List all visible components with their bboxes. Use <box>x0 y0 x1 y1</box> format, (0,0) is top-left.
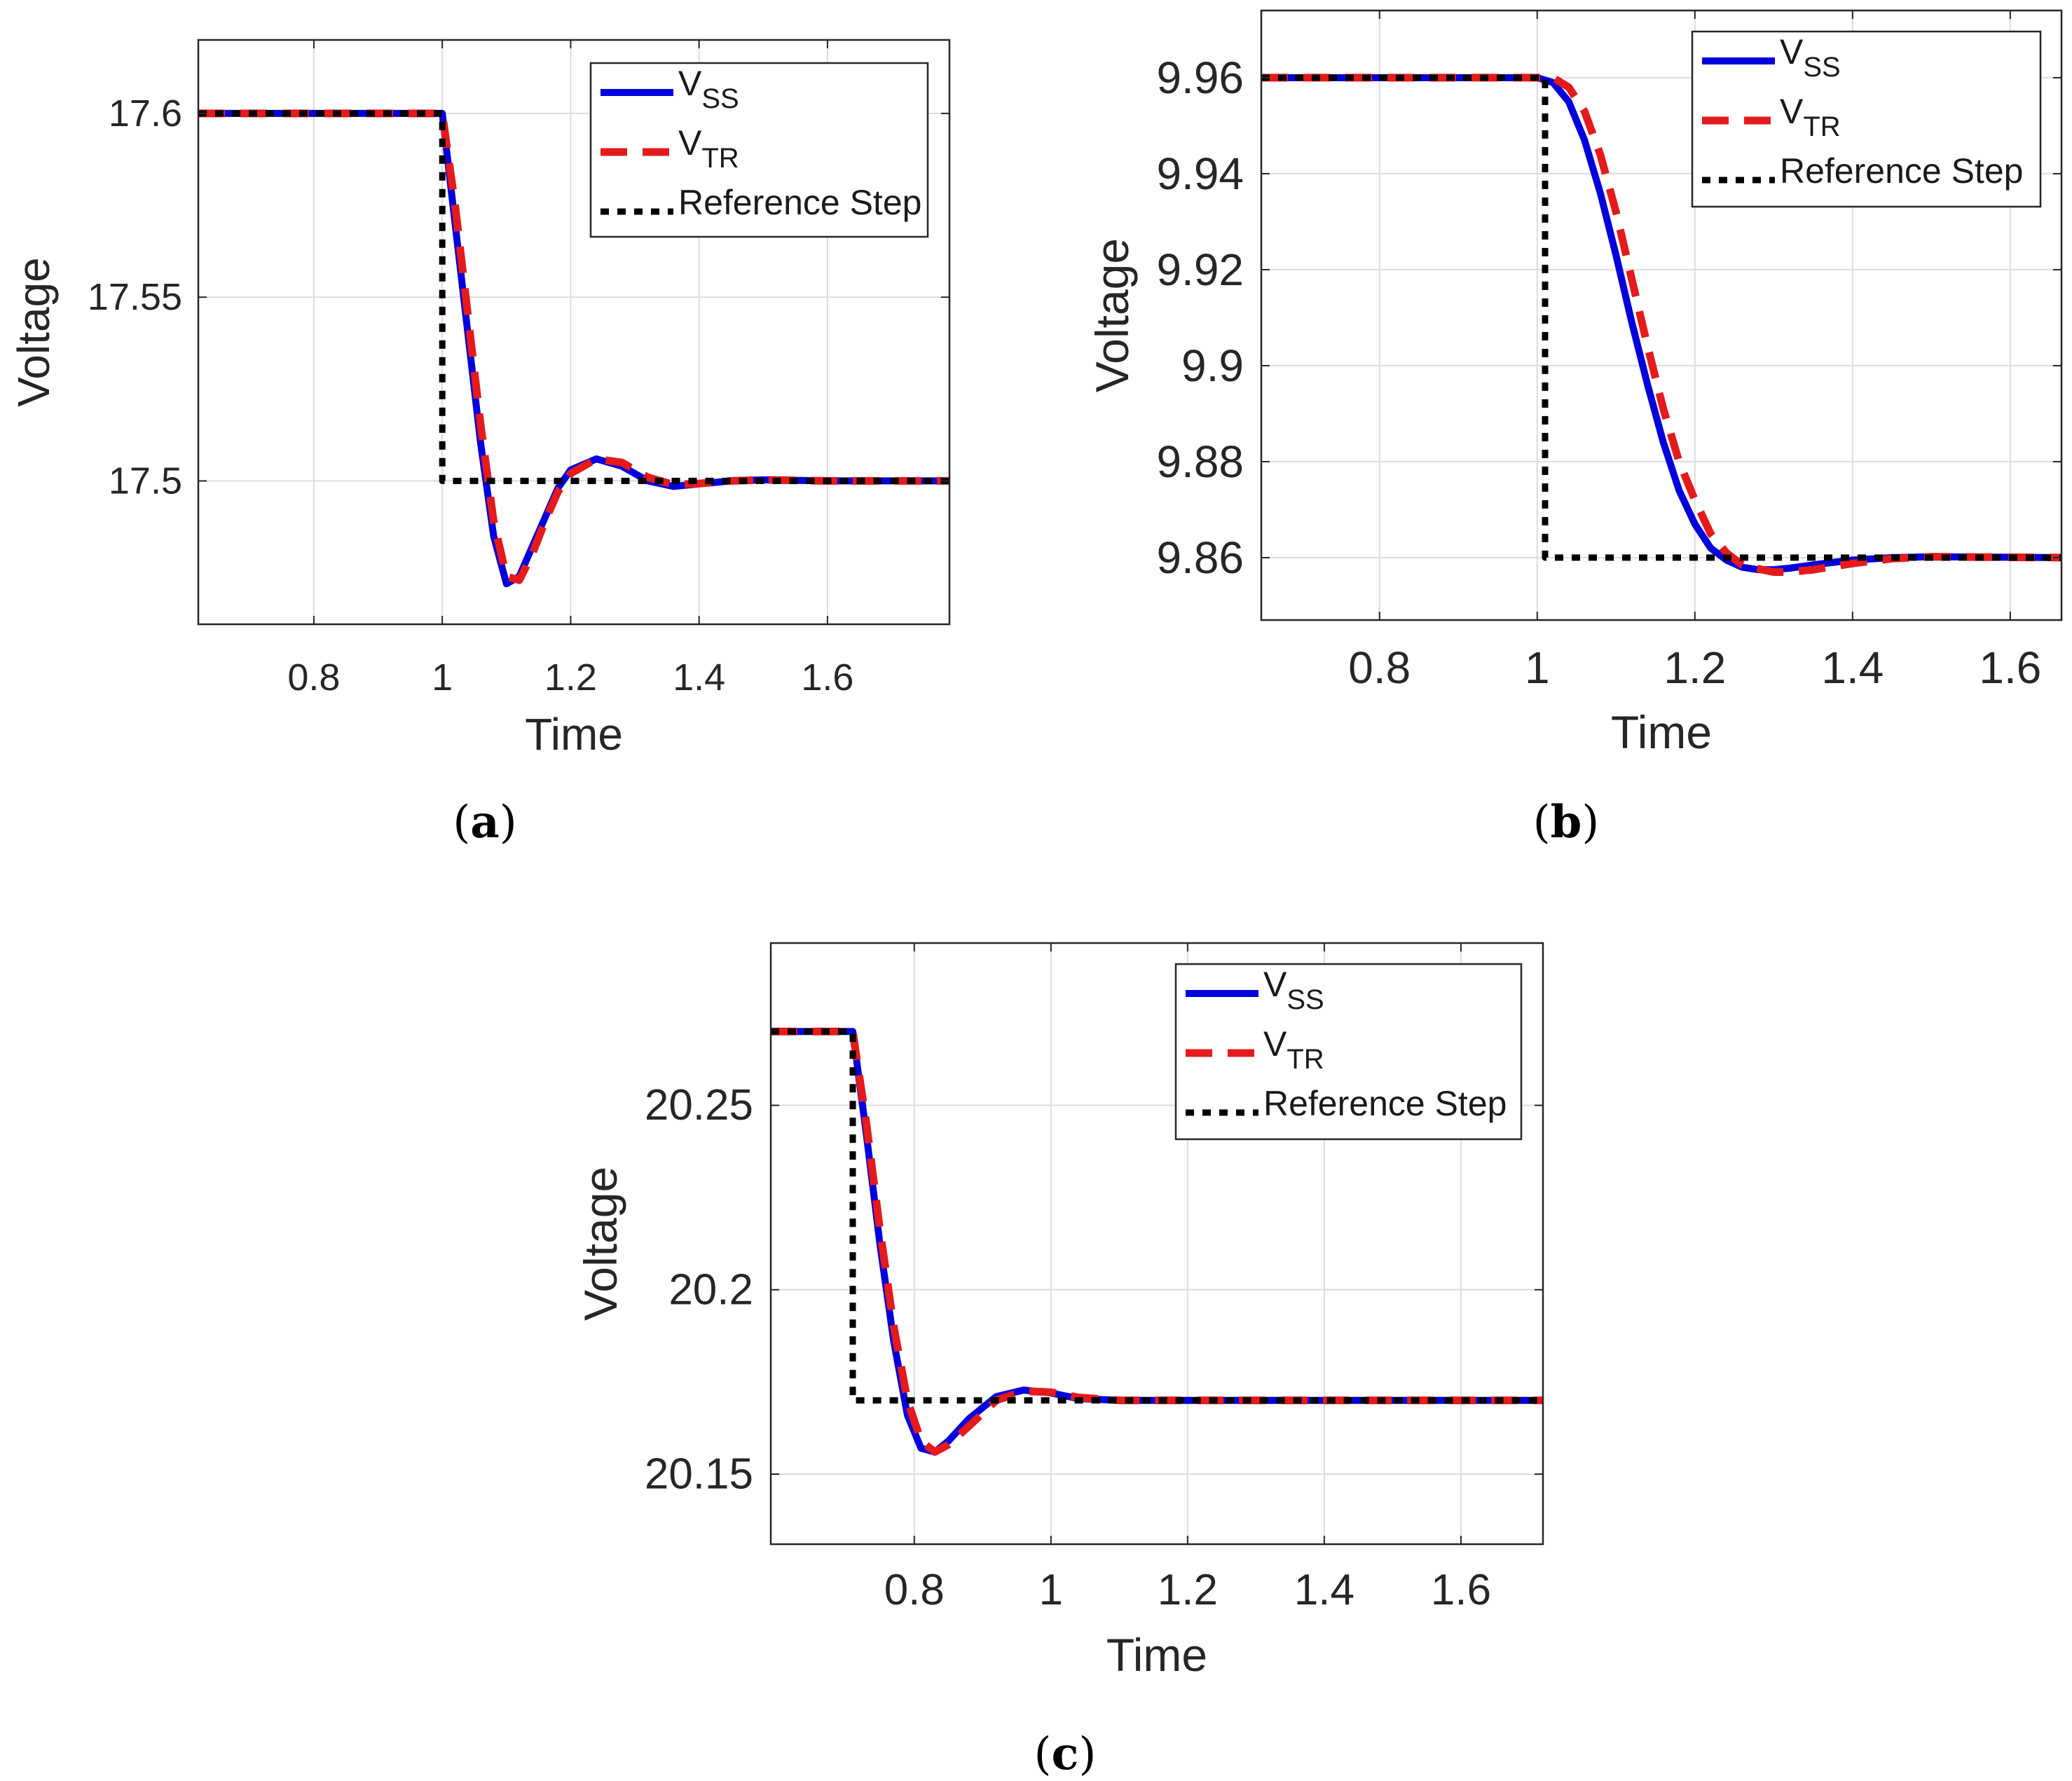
x-tick-label: 0.8 <box>1348 642 1411 693</box>
caption-paren-close: ) <box>1078 1728 1096 1780</box>
legend-label-reference-step: Reference Step <box>678 183 921 222</box>
y-tick-label: 9.9 <box>1181 341 1244 391</box>
caption-letter: b <box>1551 796 1582 848</box>
legend-label-subscript: SS <box>701 83 739 114</box>
chart-panel-c: 0.8 1 1.2 1.4 1.6 20.15 20.2 20.25 Time Voltage VS… <box>575 942 1544 1780</box>
caption-paren-open: ( <box>453 797 470 848</box>
x-tick-label: 1.6 <box>801 656 853 699</box>
chart-panel-a: 0.8 1 1.2 1.4 1.617.517.5517.6TimeVoltageVSS… <box>8 39 951 848</box>
y-tick-label: 17.6 <box>109 92 182 135</box>
x-tick-label: 1.6 <box>1431 1566 1491 1614</box>
legend-label-base: V <box>1263 1024 1287 1064</box>
x-tick-label: 1.4 <box>673 656 725 699</box>
axes-frame <box>197 39 951 626</box>
caption-paren-close: ) <box>1582 797 1599 848</box>
legend-label-v-tr: VTR <box>678 123 739 174</box>
x-tick-label: 1.6 <box>1979 642 2041 693</box>
caption-letter: a <box>470 796 499 848</box>
x-tick-label: 1.2 <box>1158 1566 1218 1614</box>
legend-label-v-ss: VSS <box>678 64 739 114</box>
series-line-v-ss <box>1261 74 2061 574</box>
x-tick-label: 1 <box>1525 642 1550 693</box>
y-axis-label: Voltage <box>575 1167 626 1321</box>
x-axis-label: Time <box>525 709 623 759</box>
y-tick-label: 17.5 <box>109 460 182 502</box>
legend-label-reference-step: Reference Step <box>1780 151 2023 191</box>
legend-label-subscript: TR <box>1803 111 1840 142</box>
y-tick-label: 9.86 <box>1156 532 1244 583</box>
y-tick-label: 17.55 <box>88 276 182 318</box>
legend-label-base: V <box>678 123 702 163</box>
legend-label-base: Reference Step <box>1263 1084 1507 1123</box>
caption-paren-open: ( <box>1034 1728 1052 1780</box>
series-line-reference-step <box>198 110 949 484</box>
axes-frame <box>769 942 1544 1546</box>
y-tick-label: 9.88 <box>1156 436 1244 487</box>
axes-frame <box>1260 9 2063 621</box>
x-tick-label: 1.2 <box>544 656 597 699</box>
legend-label-v-tr: VTR <box>1263 1024 1324 1075</box>
x-tick-label: 1.4 <box>1821 642 1884 693</box>
x-tick-label: 1.4 <box>1294 1566 1354 1614</box>
legend-label-base: Reference Step <box>1780 151 2023 191</box>
legend-label-v-ss: VSS <box>1780 32 1841 83</box>
series-line-v-tr <box>198 109 949 584</box>
panel-caption: (a) <box>453 796 516 848</box>
y-tick-label: 9.94 <box>1156 149 1244 199</box>
legend-label-subscript: TR <box>1287 1044 1324 1075</box>
panel-caption: (c) <box>1034 1728 1097 1780</box>
legend-label-v-ss: VSS <box>1263 965 1324 1015</box>
series-line-reference-step <box>1261 74 2061 561</box>
y-tick-label: 9.96 <box>1156 53 1244 103</box>
caption-letter: c <box>1052 1728 1079 1780</box>
x-tick-label: 0.8 <box>287 656 340 699</box>
legend-label-subscript: SS <box>1287 984 1324 1015</box>
chart-panel-b: 0.8 1 1.2 1.4 1.6 9.86 9.88 9.9 9.92 9.94 9.96 Time… <box>1086 9 2063 848</box>
x-tick-label: 0.8 <box>884 1566 945 1614</box>
y-axis-label: Voltage <box>8 257 59 407</box>
legend-label-base: Reference Step <box>678 183 921 222</box>
y-tick-label: 20.2 <box>668 1265 753 1314</box>
legend-label-base: V <box>1263 965 1287 1004</box>
x-tick-label: 1 <box>432 656 453 699</box>
legend-label-subscript: SS <box>1803 52 1840 83</box>
legend-label-base: V <box>678 64 702 103</box>
legend-label-base: V <box>1780 32 1804 71</box>
x-tick-label: 1 <box>1039 1566 1063 1614</box>
x-tick-label: 1.2 <box>1663 642 1726 693</box>
legend-label-v-tr: VTR <box>1780 92 1841 142</box>
legend-label-reference-step: Reference Step <box>1263 1084 1507 1123</box>
y-tick-label: 20.15 <box>645 1450 753 1498</box>
panel-caption: (b) <box>1533 796 1600 848</box>
y-tick-label: 20.25 <box>645 1081 753 1129</box>
series-line-reference-step <box>771 1028 1543 1404</box>
caption-paren-open: ( <box>1533 797 1551 848</box>
y-axis-label: Voltage <box>1086 238 1138 392</box>
legend-label-base: V <box>1780 92 1804 131</box>
x-axis-label: Time <box>1106 1629 1207 1681</box>
caption-paren-close: ) <box>500 797 517 848</box>
y-tick-label: 9.92 <box>1156 245 1244 295</box>
x-axis-label: Time <box>1611 706 1712 758</box>
legend-label-subscript: TR <box>701 143 739 174</box>
